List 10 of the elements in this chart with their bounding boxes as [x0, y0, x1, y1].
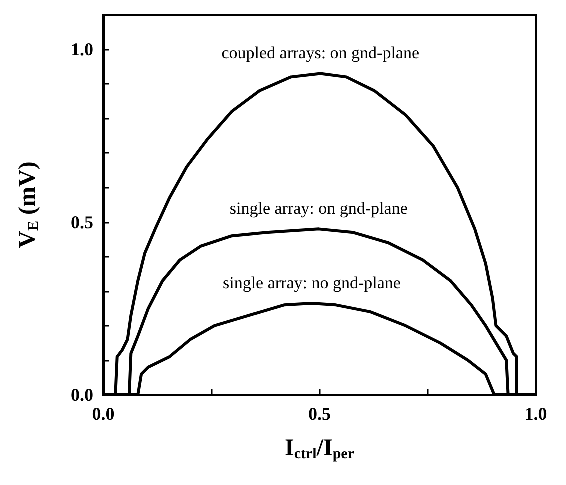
y-tick-label: 0.5 — [71, 212, 94, 232]
series-label: single array: on gnd-plane — [230, 199, 408, 218]
x-tick-label: 0.5 — [308, 404, 331, 424]
x-tick-label: 0.0 — [92, 404, 115, 424]
series-label: coupled arrays: on gnd-plane — [222, 44, 420, 63]
x-tick-label: 1.0 — [524, 404, 548, 424]
series-label: single array: no gnd-plane — [222, 273, 401, 292]
y-axis-title: VE (mV) — [15, 162, 42, 248]
y-tick-label: 1.0 — [71, 40, 94, 60]
y-tick-label: 0.0 — [71, 385, 94, 405]
